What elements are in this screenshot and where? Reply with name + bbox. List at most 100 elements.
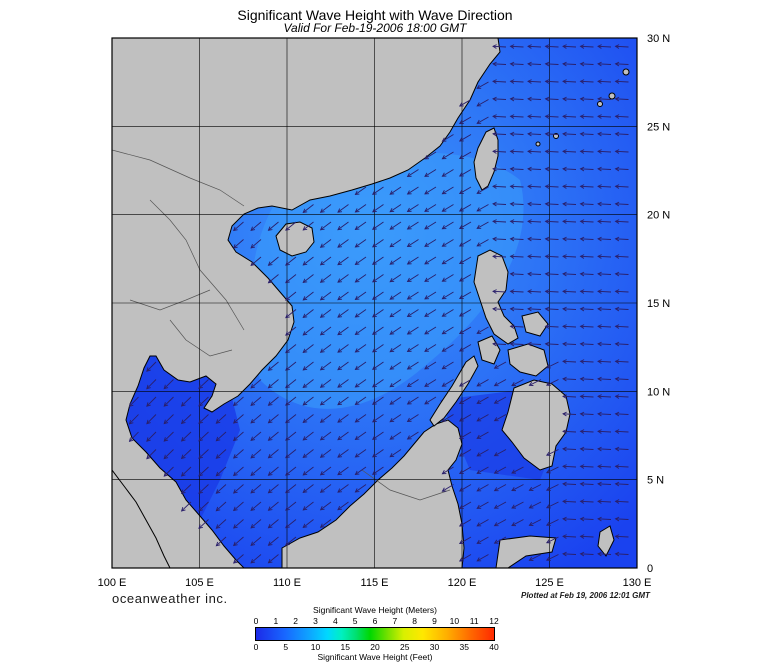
wave-arrow (389, 361, 402, 370)
wave-arrow (614, 534, 629, 539)
wave-arrow (354, 326, 367, 336)
colorbar-feet-title: Significant Wave Height (Feet) (317, 652, 433, 662)
colorbar-feet-tick: 5 (283, 642, 289, 652)
wave-arrow (198, 396, 209, 407)
wave-arrow (476, 554, 489, 562)
wave-arrow (509, 219, 524, 224)
wave-arrow (493, 396, 507, 404)
wave-arrow (406, 379, 419, 388)
wave-arrow (562, 96, 577, 102)
latitude-label: 0 (647, 563, 653, 575)
wave-arrow (215, 449, 227, 459)
wave-arrow (406, 221, 419, 230)
wave-arrow (250, 519, 262, 529)
wave-arrow (128, 414, 139, 425)
wave-arrow (302, 204, 314, 214)
wave-arrow (233, 239, 244, 249)
wave-arrow (319, 484, 332, 493)
wave-arrow (302, 291, 314, 301)
wave-arrow (354, 379, 367, 388)
colorbar-meters-tick: 7 (392, 616, 398, 626)
wave-arrow (233, 414, 244, 424)
wave-arrow (458, 344, 472, 352)
wave-arrow (579, 236, 594, 242)
wave-arrow (527, 131, 542, 137)
wave-arrow (493, 484, 507, 492)
wave-arrow (545, 449, 559, 456)
wave-arrow (250, 501, 262, 512)
wave-arrow (302, 326, 314, 336)
wave-arrow (267, 396, 279, 406)
wave-arrow (441, 484, 454, 492)
wave-arrow (424, 169, 437, 177)
sulawesi (495, 535, 557, 568)
wave-arrow (544, 44, 559, 49)
wave-arrow (389, 396, 402, 405)
wave-arrow (614, 411, 629, 417)
wave-arrow (354, 344, 367, 353)
wave-arrow (250, 379, 262, 389)
wave-arrow (424, 274, 437, 282)
wave-arrow (406, 344, 419, 353)
wave-arrow (579, 499, 594, 504)
wave-arrow (267, 466, 279, 476)
borneo (281, 419, 465, 568)
wave-arrow (354, 221, 367, 231)
wave-arrow (476, 186, 489, 194)
wave-arrow (441, 239, 454, 247)
wave-arrow (215, 536, 227, 547)
wave-arrow (424, 291, 437, 300)
wave-arrow (614, 551, 629, 557)
colorbar-meters-tick: 11 (469, 616, 479, 626)
wave-arrow (441, 344, 454, 352)
wave-arrow (579, 341, 594, 347)
latitude-label: 25 N (647, 121, 670, 133)
wave-arrow (492, 289, 507, 294)
wave-arrow (180, 414, 192, 425)
wave-arrow (285, 536, 297, 546)
wave-arrow (372, 274, 384, 283)
wave-arrow (545, 379, 559, 386)
wave-arrow (128, 396, 139, 408)
wave-arrow (509, 61, 524, 67)
wave-arrow (579, 289, 594, 294)
wave-arrow (476, 414, 489, 422)
wave-arrow (492, 219, 507, 224)
wave-arrow (441, 151, 454, 160)
wave-arrow (493, 519, 507, 527)
wave-arrow (492, 201, 507, 207)
wave-arrow (337, 379, 349, 388)
wave-arrow (337, 414, 349, 423)
wave-arrow (458, 379, 472, 387)
wave-arrow (562, 499, 577, 504)
wave-arrow (215, 431, 227, 442)
wave-arrow (458, 186, 472, 195)
wave-direction-arrows (128, 44, 629, 564)
wave-arrow (337, 344, 349, 353)
wave-arrow (250, 396, 262, 407)
wave-arrow (337, 484, 349, 493)
wave-arrow (337, 466, 349, 476)
colorbar-feet-tick: 10 (310, 642, 321, 652)
wave-arrow (597, 219, 612, 224)
wave-arrow (492, 79, 507, 84)
wave-arrow (233, 449, 244, 459)
wave-arrow (493, 449, 507, 457)
colorbar-meters-tick: 8 (412, 616, 418, 626)
wave-arrow (146, 449, 157, 460)
wave-arrow (614, 114, 629, 119)
wave-arrow (389, 239, 402, 248)
wave-arrow (527, 114, 542, 119)
wave-arrow (562, 236, 577, 242)
wave-arrow (146, 414, 157, 425)
wave-arrow (198, 414, 209, 424)
wave-arrow (250, 554, 262, 564)
wave-arrow (545, 519, 559, 526)
wave-arrow (233, 396, 244, 407)
wave-arrow (492, 306, 507, 312)
wave-arrow (579, 219, 594, 224)
wave-arrow (319, 344, 332, 353)
wave-arrow (424, 379, 437, 387)
wave-arrow (441, 221, 454, 230)
wave-arrow (441, 309, 454, 317)
